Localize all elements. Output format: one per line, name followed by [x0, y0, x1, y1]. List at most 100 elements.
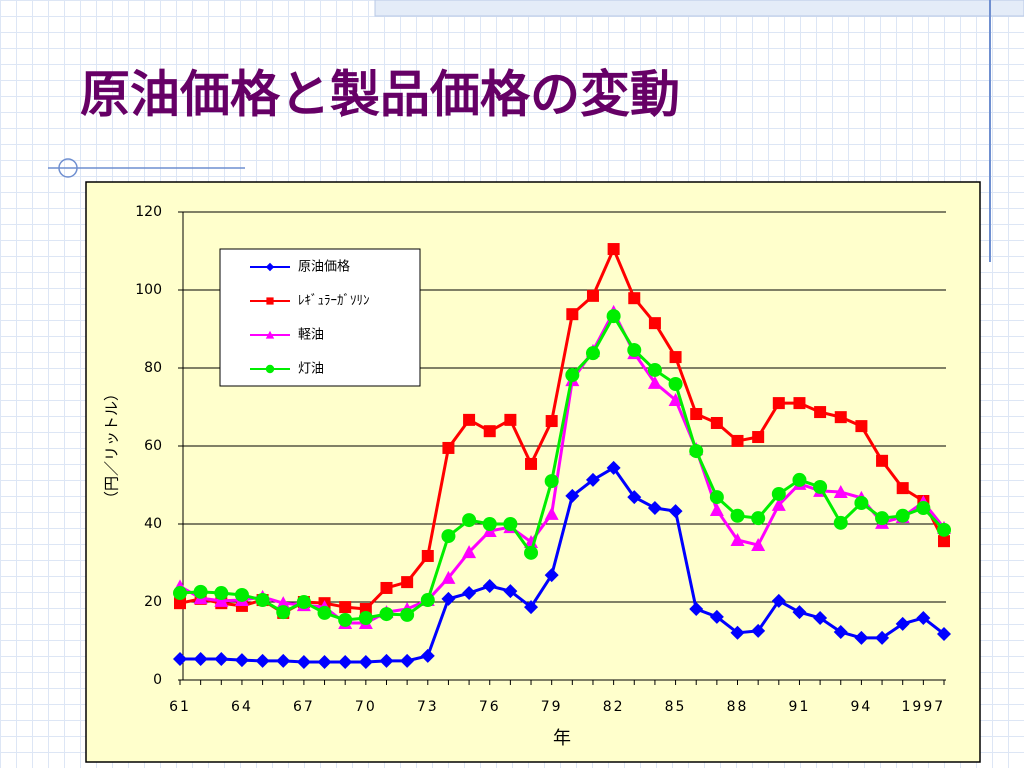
marker: [585, 472, 600, 487]
marker: [833, 485, 848, 499]
marker: [689, 602, 704, 617]
x-tick-label: 85: [665, 699, 687, 715]
marker: [525, 457, 538, 470]
marker: [793, 397, 806, 410]
marker: [358, 655, 373, 670]
marker: [730, 508, 745, 523]
marker: [296, 595, 311, 609]
marker: [709, 609, 724, 624]
marker: [792, 472, 807, 487]
marker: [628, 292, 641, 305]
x-tick-label: 70: [355, 699, 377, 715]
marker: [544, 474, 559, 489]
marker: [338, 655, 353, 670]
marker: [276, 605, 291, 620]
marker: [338, 612, 353, 627]
legend-label: 原油価格: [298, 259, 350, 275]
marker: [193, 584, 208, 599]
marker: [503, 517, 518, 531]
marker: [585, 346, 600, 361]
marker: [772, 397, 785, 410]
marker: [524, 545, 539, 560]
marker: [709, 490, 724, 505]
marker: [317, 655, 332, 670]
marker: [545, 415, 558, 428]
marker: [265, 262, 275, 272]
marker: [895, 508, 910, 523]
marker: [317, 605, 332, 620]
marker: [937, 626, 951, 641]
y-tick-label: 40: [144, 516, 162, 532]
legend-label: ﾚｷﾞｭﾗｰｶﾞｿﾘﾝ: [298, 294, 370, 309]
marker: [668, 392, 683, 406]
x-tick-label: 67: [293, 699, 315, 715]
marker: [586, 289, 599, 302]
marker: [833, 515, 848, 530]
x-tick-label: 82: [603, 699, 625, 715]
marker: [524, 600, 539, 615]
x-axis-label: 年: [553, 728, 571, 749]
legend-label: 灯油: [298, 362, 324, 377]
marker: [606, 460, 621, 475]
marker: [379, 653, 394, 668]
marker: [938, 535, 950, 548]
marker: [421, 549, 434, 562]
marker: [441, 591, 456, 606]
legend: [219, 248, 421, 387]
marker: [193, 651, 208, 666]
marker: [669, 351, 682, 364]
marker: [606, 309, 621, 324]
marker: [503, 584, 518, 599]
marker: [401, 576, 414, 589]
marker: [400, 653, 415, 668]
marker: [255, 653, 270, 668]
marker: [648, 317, 661, 330]
marker: [854, 495, 869, 510]
marker: [875, 630, 890, 645]
marker: [483, 425, 496, 438]
marker: [214, 651, 229, 666]
marker: [607, 243, 620, 256]
marker: [834, 411, 847, 424]
marker: [751, 538, 766, 552]
marker: [937, 522, 951, 537]
marker: [916, 610, 931, 625]
x-tick-label: 79: [541, 699, 563, 715]
marker: [876, 454, 889, 467]
marker: [647, 362, 662, 377]
marker: [420, 593, 435, 608]
marker: [504, 413, 517, 426]
marker: [647, 501, 662, 516]
marker: [214, 593, 229, 607]
x-tick-label: 64: [231, 699, 253, 715]
x-tick-label: 94: [850, 699, 872, 715]
marker: [710, 416, 723, 429]
top-band: [374, 0, 1024, 17]
marker: [173, 586, 187, 601]
x-tick-label: 88: [727, 699, 749, 715]
marker: [689, 444, 704, 459]
marker: [544, 506, 559, 520]
marker: [234, 587, 249, 602]
marker: [709, 502, 724, 516]
marker: [214, 586, 229, 601]
marker: [813, 479, 828, 494]
marker: [771, 486, 786, 501]
marker: [266, 297, 274, 305]
marker: [875, 511, 890, 526]
marker: [566, 308, 579, 321]
marker: [814, 406, 827, 419]
x-tick-label: 61: [169, 699, 191, 715]
legend-label: 軽油: [298, 328, 324, 343]
marker: [627, 490, 642, 505]
x-tick-label: 73: [417, 699, 439, 715]
marker: [544, 568, 559, 583]
marker: [276, 596, 291, 610]
marker: [565, 488, 580, 503]
marker: [482, 579, 497, 594]
marker: [647, 375, 662, 389]
marker: [339, 601, 352, 614]
marker: [895, 616, 910, 631]
